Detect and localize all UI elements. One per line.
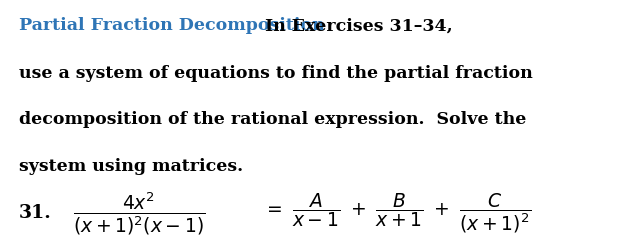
Text: Partial Fraction Decomposition: Partial Fraction Decomposition — [19, 17, 325, 34]
Text: system using matrices.: system using matrices. — [19, 158, 243, 175]
Text: decomposition of the rational expression.  Solve the: decomposition of the rational expression… — [19, 111, 526, 128]
Text: In Exercises 31–34,: In Exercises 31–34, — [265, 17, 453, 34]
Text: use a system of equations to find the partial fraction: use a system of equations to find the pa… — [19, 65, 533, 82]
Text: 31.: 31. — [19, 204, 52, 222]
Text: $\dfrac{4x^2}{(x+1)^2(x-1)}$: $\dfrac{4x^2}{(x+1)^2(x-1)}$ — [73, 190, 205, 237]
Text: $=\ \dfrac{A}{x-1}\ +\ \dfrac{B}{x+1}\ +\ \dfrac{C}{(x+1)^2}$: $=\ \dfrac{A}{x-1}\ +\ \dfrac{B}{x+1}\ +… — [263, 192, 531, 235]
